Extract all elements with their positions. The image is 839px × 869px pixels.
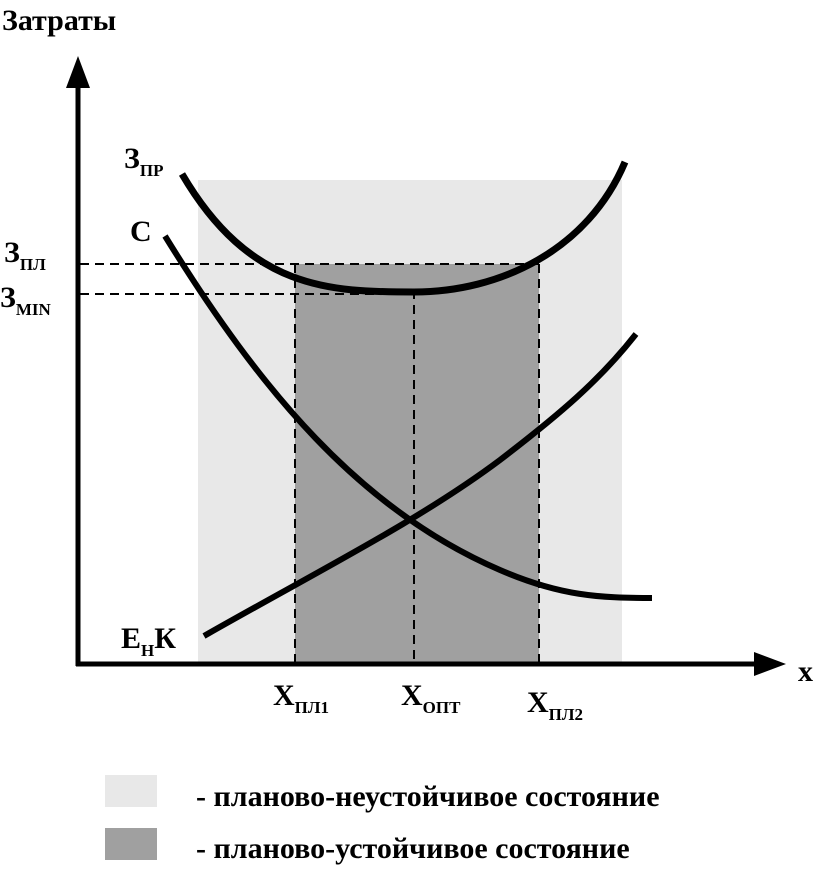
x-optimum-label: ХОПТ <box>401 679 461 717</box>
stable-zone <box>295 264 539 664</box>
legend-swatch-stable <box>105 828 157 860</box>
capital-cost-label: ЕНК <box>121 622 176 660</box>
capital-cost-curve <box>202 332 639 639</box>
legend-label-unstable: - планово-неустойчивое состояние <box>196 780 660 813</box>
x-plan2-label: ХПЛ2 <box>527 686 583 724</box>
y-axis-label: Затраты <box>2 4 116 37</box>
legend-swatch-unstable <box>105 775 157 807</box>
x-axis-label: x <box>798 655 813 688</box>
total-cost-curve <box>178 160 629 296</box>
total-cost-label: ЗПР <box>124 142 163 180</box>
min-cost-label: ЗMIN <box>0 281 52 319</box>
x-plan1-label: ХПЛ1 <box>273 679 329 717</box>
legend-label-stable: - планово-устойчивое состояние <box>196 832 630 865</box>
planned-cost-label: ЗПЛ <box>4 236 46 274</box>
operating-cost-label: С <box>130 215 152 248</box>
x-axis-arrow <box>754 652 786 676</box>
y-axis-arrow <box>66 56 90 88</box>
operating-cost-curve <box>162 234 653 601</box>
